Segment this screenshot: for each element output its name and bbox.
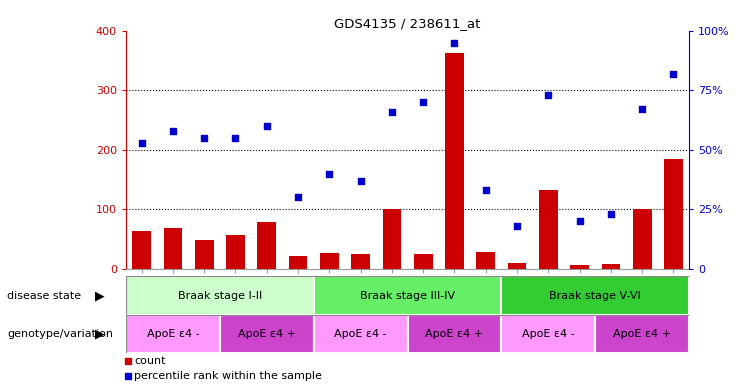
- Point: [261, 123, 273, 129]
- Point: [480, 187, 492, 193]
- Point: [136, 139, 147, 146]
- Bar: [408, 315, 502, 353]
- Bar: [595, 315, 689, 353]
- Point: [605, 211, 617, 217]
- Bar: [126, 276, 313, 315]
- Bar: [320, 253, 339, 269]
- Bar: [164, 228, 182, 269]
- Point: [637, 106, 648, 113]
- Point: [292, 194, 304, 200]
- Point: [542, 92, 554, 98]
- Point: [167, 127, 179, 134]
- Bar: [126, 315, 220, 353]
- Text: ApoE ε4 -: ApoE ε4 -: [334, 329, 387, 339]
- Bar: [351, 254, 370, 269]
- Point: [511, 223, 523, 229]
- Bar: [502, 315, 595, 353]
- Text: count: count: [134, 356, 166, 366]
- Point: [574, 218, 585, 224]
- Bar: [476, 252, 495, 269]
- Text: ApoE ε4 +: ApoE ε4 +: [425, 329, 483, 339]
- Bar: [633, 209, 651, 269]
- Bar: [257, 222, 276, 269]
- Bar: [413, 254, 433, 269]
- Point: [230, 135, 242, 141]
- Bar: [313, 315, 408, 353]
- Text: ApoE ε4 +: ApoE ε4 +: [238, 329, 296, 339]
- Point: [417, 99, 429, 105]
- Bar: [226, 235, 245, 269]
- Point: [199, 135, 210, 141]
- Point: [355, 178, 367, 184]
- Point: [386, 109, 398, 115]
- Bar: [445, 53, 464, 269]
- Bar: [539, 190, 558, 269]
- Text: Braak stage I-II: Braak stage I-II: [178, 291, 262, 301]
- Text: Braak stage V-VI: Braak stage V-VI: [549, 291, 641, 301]
- Bar: [664, 159, 683, 269]
- Text: Braak stage III-IV: Braak stage III-IV: [360, 291, 455, 301]
- Bar: [602, 264, 620, 269]
- Bar: [195, 240, 213, 269]
- Point: [323, 170, 335, 177]
- Text: ApoE ε4 +: ApoE ε4 +: [614, 329, 671, 339]
- Text: disease state: disease state: [7, 291, 82, 301]
- Text: ▶: ▶: [96, 289, 104, 302]
- Bar: [382, 209, 402, 269]
- Bar: [508, 263, 526, 269]
- Text: ▶: ▶: [96, 328, 104, 341]
- Bar: [313, 276, 502, 315]
- Point: [448, 40, 460, 46]
- Text: ApoE ε4 -: ApoE ε4 -: [522, 329, 575, 339]
- Title: GDS4135 / 238611_at: GDS4135 / 238611_at: [334, 17, 481, 30]
- Text: genotype/variation: genotype/variation: [7, 329, 113, 339]
- Bar: [220, 315, 313, 353]
- Bar: [571, 265, 589, 269]
- Bar: [132, 231, 151, 269]
- Bar: [289, 256, 308, 269]
- Bar: [502, 276, 689, 315]
- Text: ApoE ε4 -: ApoE ε4 -: [147, 329, 199, 339]
- Text: percentile rank within the sample: percentile rank within the sample: [134, 371, 322, 381]
- Point: [668, 71, 679, 77]
